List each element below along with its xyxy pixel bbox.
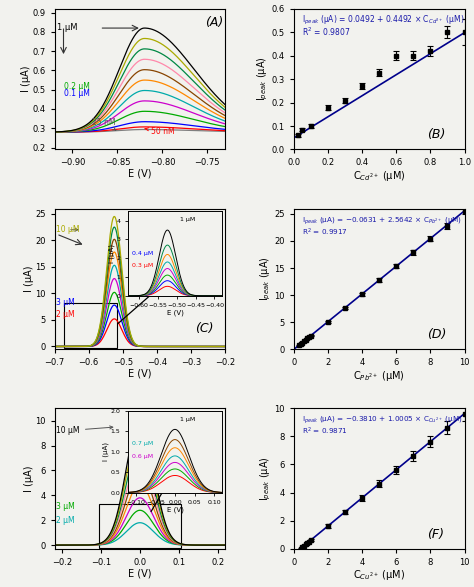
Y-axis label: I$_{peak}$ (μA): I$_{peak}$ (μA)	[258, 257, 273, 301]
Text: I$_{peak}$ (μA) = 0.0492 + 0.4492 × C$_{Cd^{2+}}$ (μM): I$_{peak}$ (μA) = 0.0492 + 0.4492 × C$_{…	[302, 14, 465, 28]
Y-axis label: I (μA): I (μA)	[24, 465, 34, 492]
X-axis label: C$_{Pb^{2+}}$ (μM): C$_{Pb^{2+}}$ (μM)	[353, 369, 405, 383]
Text: 2 µM: 2 µM	[56, 516, 75, 525]
X-axis label: C$_{Cd^{2+}}$ (μM): C$_{Cd^{2+}}$ (μM)	[353, 169, 405, 183]
Text: I$_{peak}$ (μA) = −0.3810 + 1.0005 × C$_{Cu^{2+}}$ (μM): I$_{peak}$ (μA) = −0.3810 + 1.0005 × C$_…	[302, 415, 463, 427]
Text: (B): (B)	[427, 128, 445, 141]
Bar	[99, 504, 181, 548]
Text: 3 µM: 3 µM	[55, 298, 74, 307]
Text: 2 µM: 2 µM	[55, 311, 74, 319]
Text: R$^2$ = 0.9807: R$^2$ = 0.9807	[302, 25, 351, 38]
Text: (F): (F)	[427, 528, 444, 541]
Y-axis label: I (μA): I (μA)	[24, 265, 34, 292]
Text: R$^2$ = 0.9917: R$^2$ = 0.9917	[302, 227, 348, 238]
Text: 50 nM: 50 nM	[145, 127, 174, 136]
Text: (A): (A)	[205, 16, 223, 29]
Text: (D): (D)	[427, 328, 447, 341]
X-axis label: C$_{Cu^{2+}}$ (μM): C$_{Cu^{2+}}$ (μM)	[353, 568, 405, 582]
Text: 25 nM: 25 nM	[92, 119, 116, 130]
X-axis label: E (V): E (V)	[128, 169, 152, 179]
X-axis label: E (V): E (V)	[128, 369, 152, 379]
Text: 3 µM: 3 µM	[56, 502, 75, 511]
Text: 10 µM: 10 µM	[56, 426, 113, 435]
Text: I$_{peak}$ (μA) = −0.0631 + 2.5642 × C$_{Pb^{2+}}$ (μM): I$_{peak}$ (μA) = −0.0631 + 2.5642 × C$_…	[302, 215, 462, 227]
Bar	[64, 303, 117, 348]
Text: R$^2$ = 0.9871: R$^2$ = 0.9871	[302, 426, 348, 437]
Y-axis label: I (μA): I (μA)	[21, 66, 31, 92]
X-axis label: E (V): E (V)	[128, 568, 152, 578]
Text: 0.1 µM: 0.1 µM	[64, 89, 90, 99]
Text: 10 µM: 10 µM	[56, 225, 80, 234]
Y-axis label: I$_{peak}$ (μA): I$_{peak}$ (μA)	[258, 456, 273, 501]
Y-axis label: I$_{peak}$ (μA): I$_{peak}$ (μA)	[255, 57, 270, 102]
Text: (E): (E)	[195, 415, 212, 428]
Text: 1 µM: 1 µM	[57, 23, 78, 32]
Text: (C): (C)	[195, 322, 213, 335]
Text: 0.2 µM: 0.2 µM	[64, 82, 90, 91]
